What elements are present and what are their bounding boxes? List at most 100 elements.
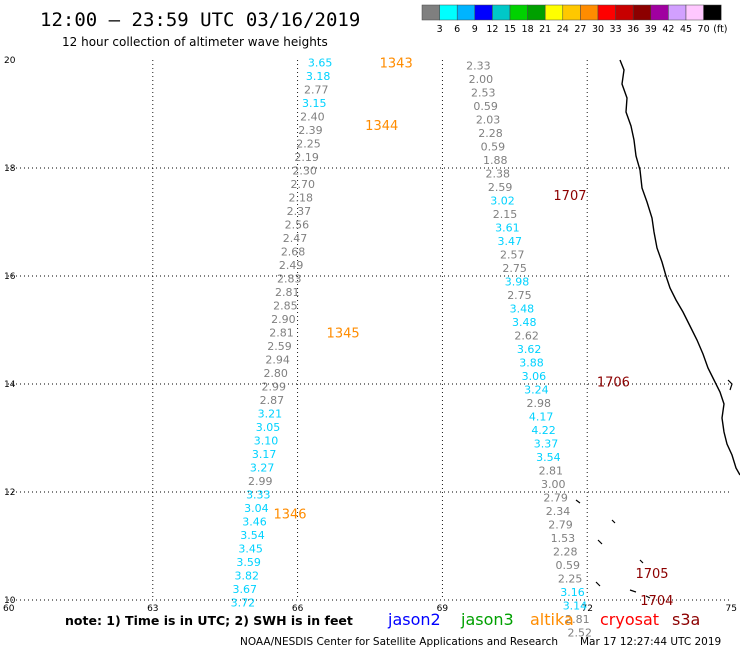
- colorbar-swatch: [615, 4, 634, 21]
- wave-height-label: 3.37: [534, 437, 559, 450]
- wave-height-label: 2.99: [248, 475, 273, 488]
- x-tick-label: 69: [437, 604, 449, 614]
- wave-height-label: 2.19: [294, 151, 319, 164]
- y-tick-label: 16: [4, 272, 16, 282]
- wave-height-label: 3.62: [517, 343, 542, 356]
- wave-height-label: 3.88: [519, 356, 544, 369]
- axis-ticks: 60 63 66 69 72 75 10 12 14 16 18 20: [3, 56, 737, 614]
- wave-height-label: 2.03: [476, 113, 501, 126]
- wave-height-label: 2.30: [292, 165, 317, 178]
- wave-height-label: 2.49: [279, 259, 304, 272]
- wave-height-label: 2.53: [471, 86, 496, 99]
- colorbar-swatch: [544, 4, 564, 21]
- footer-credit: NOAA/NESDIS Center for Satellite Applica…: [240, 636, 558, 648]
- wave-height-label: 2.87: [260, 394, 285, 407]
- wave-height-label: 3.00: [541, 478, 566, 491]
- wave-height-label: 3.16: [560, 586, 585, 599]
- colorbar-label: 9: [472, 24, 478, 35]
- wave-height-label: 3.10: [254, 435, 279, 448]
- wave-height-label: 2.18: [289, 192, 314, 205]
- wave-height-label: 2.68: [281, 246, 306, 259]
- x-tick-label: 66: [292, 604, 304, 614]
- wave-height-label: 1.53: [551, 532, 576, 545]
- footer-timestamp: Mar 17 12:27:44 UTC 2019: [580, 636, 721, 648]
- colorbar-label: 15: [504, 24, 516, 35]
- wave-height-label: 3.65: [308, 57, 333, 70]
- wave-height-label: 3.67: [233, 583, 258, 596]
- colorbar-label: 33: [610, 24, 622, 35]
- x-tick-label: 72: [581, 604, 592, 614]
- wave-height-label: 4.22: [531, 424, 556, 437]
- colorbar-swatch: [650, 4, 669, 21]
- wave-height-label: 2.39: [298, 124, 323, 137]
- chart-subtitle: 12 hour collection of altimeter wave hei…: [62, 35, 328, 49]
- colorbar-swatch: [562, 4, 581, 21]
- wave-height-label: 2.37: [287, 205, 312, 218]
- colorbar-swatch: [474, 4, 493, 21]
- x-tick-label: 75: [726, 604, 737, 614]
- wave-height-label: 2.99: [262, 381, 287, 394]
- wave-height-label: 2.81: [275, 286, 300, 299]
- colorbar-swatch: [509, 4, 528, 21]
- wave-height-tracks: 3.653.182.773.152.402.392.252.192.302.70…: [231, 57, 592, 640]
- plot-grid: [8, 60, 732, 601]
- colorbar-label: 3: [437, 24, 443, 35]
- wave-height-label: 2.59: [267, 340, 292, 353]
- pass-label: 1706: [597, 375, 630, 390]
- wave-height-label: 2.52: [568, 626, 593, 639]
- colorbar-label: 12: [486, 24, 498, 35]
- wave-height-label: 3.18: [306, 70, 331, 83]
- colorbar-swatch: [668, 4, 687, 21]
- wave-height-label: 3.54: [240, 529, 265, 542]
- wave-height-label: 0.59: [473, 100, 498, 113]
- wave-height-label: 2.75: [502, 262, 527, 275]
- wave-height-label: 2.38: [485, 167, 510, 180]
- satellite-legend-entry: jason2: [387, 610, 441, 629]
- wave-height-label: 3.48: [510, 302, 535, 315]
- wave-height-label: 2.80: [263, 367, 288, 380]
- wave-height-label: 3.33: [246, 489, 271, 502]
- colorbar-swatch: [580, 4, 599, 21]
- wave-height-label: 3.15: [302, 97, 327, 110]
- wave-height-label: 2.98: [527, 397, 552, 410]
- wave-height-label: 3.54: [536, 451, 561, 464]
- wave-height-label: 2.25: [296, 138, 321, 151]
- wave-height-label: 2.94: [265, 354, 290, 367]
- wave-height-label: 2.56: [285, 219, 310, 232]
- colorbar-swatch: [456, 4, 476, 21]
- y-tick-label: 20: [4, 56, 16, 66]
- y-tick-label: 18: [4, 164, 16, 174]
- wave-height-label: 0.59: [481, 140, 506, 153]
- colorbar-swatch: [685, 4, 704, 21]
- colorbar-label: 42: [662, 24, 674, 35]
- colorbar-label: 18: [522, 24, 534, 35]
- wave-height-label: 3.82: [234, 570, 259, 583]
- wave-height-label: 3.04: [244, 502, 269, 515]
- wave-height-label: 3.27: [250, 462, 275, 475]
- wave-height-label: 1.88: [483, 154, 508, 167]
- wave-height-label: 3.05: [256, 421, 281, 434]
- wave-height-label: 2.83: [277, 273, 302, 286]
- satellite-legend: jason2 jason3 altika cryosat s3a: [387, 610, 700, 629]
- y-tick-label: 12: [4, 488, 15, 498]
- wave-height-label: 3.02: [490, 194, 515, 207]
- colorbar-label: 24: [557, 24, 569, 35]
- wave-height-label: 3.48: [512, 316, 537, 329]
- wave-height-label: 2.00: [469, 73, 494, 86]
- colorbar-swatch: [527, 4, 546, 21]
- colorbar-label: 30: [592, 24, 604, 35]
- wave-height-label: 3.61: [495, 221, 520, 234]
- wave-height-label: 3.06: [522, 370, 547, 383]
- chart-title: 12:00 — 23:59 UTC 03/16/2019: [40, 9, 360, 31]
- y-tick-label: 14: [4, 380, 16, 390]
- colorbar-label: 45: [680, 24, 692, 35]
- wave-height-label: 2.40: [300, 111, 325, 124]
- wave-height-label: 2.79: [543, 491, 568, 504]
- wave-height-label: 2.77: [304, 84, 329, 97]
- wave-height-label: 2.85: [273, 300, 298, 313]
- wave-height-label: 3.47: [498, 235, 523, 248]
- colorbar-label: 36: [627, 24, 639, 35]
- pass-labels: 1343 1344 1345 1346 1707 1706 1705 1704: [273, 57, 673, 609]
- x-tick-label: 60: [3, 604, 15, 614]
